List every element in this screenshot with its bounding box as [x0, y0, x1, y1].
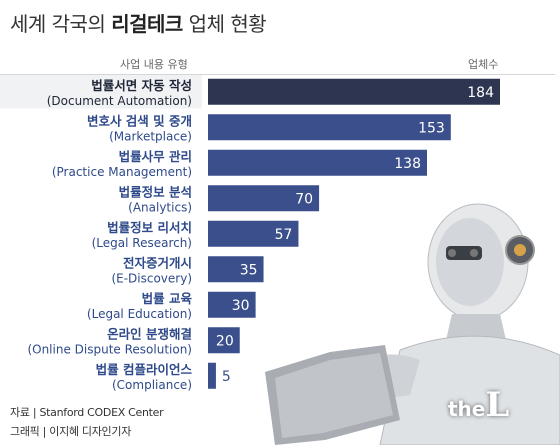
- category-column-header: 사업 내용 유형: [120, 58, 188, 71]
- category-label-ko: 법률 컴플라이언스: [96, 362, 193, 377]
- category-label-ko: 법률정보 분석: [119, 184, 192, 199]
- watermark-L: L: [485, 385, 510, 425]
- bar: [208, 256, 264, 283]
- category-label-en: (Marketplace): [109, 129, 192, 143]
- chart-title-bold: 리걸테크: [111, 12, 183, 36]
- credit-note: 그래픽 | 이지혜 디자인기자: [10, 425, 132, 438]
- bar: [208, 327, 240, 354]
- category-label-en: (Document Automation): [47, 94, 192, 108]
- watermark-the: the: [448, 397, 486, 421]
- category-label-en: (Analytics): [128, 200, 192, 214]
- bar: [208, 362, 216, 389]
- category-label-ko: 법률정보 리서치: [107, 220, 192, 235]
- category-label-ko: 법률서면 자동 작성: [91, 78, 192, 93]
- bar: [208, 78, 500, 105]
- bar-value-label: 138: [394, 156, 421, 172]
- category-label-en: (Legal Research): [92, 236, 192, 250]
- category-label-en: (Practice Management): [52, 165, 192, 179]
- bar-value-label: 153: [418, 120, 445, 136]
- category-label-ko: 변호사 검색 및 중개: [87, 113, 192, 128]
- category-label-en: (Legal Education): [87, 307, 192, 321]
- category-label-en: (Online Dispute Resolution): [27, 342, 192, 356]
- count-column-header: 업체수: [468, 58, 499, 71]
- brand-watermark: theL: [448, 385, 509, 425]
- chart-title-prefix: 세계 각국의: [10, 12, 112, 36]
- bar-value-label: 184: [467, 85, 494, 101]
- bar: [208, 185, 320, 212]
- top-row-highlight: [0, 75, 202, 109]
- category-label-en: (E-Discovery): [111, 271, 192, 285]
- bar-value-label: 35: [240, 262, 258, 278]
- bars-layer: 184 법률서면 자동 작성(Document Automation) 153 변호사…: [0, 75, 500, 392]
- bar-value-label: 70: [295, 191, 313, 207]
- category-label-ko: 법률 교육: [142, 291, 193, 306]
- category-label-ko: 온라인 분쟁해결: [107, 326, 192, 341]
- source-note: 자료 | Stanford CODEX Center: [10, 406, 164, 419]
- bar: [208, 291, 256, 318]
- bar-value-label: 5: [222, 369, 231, 385]
- chart-title: 세계 각국의 리걸테크 업체 현황: [10, 8, 267, 37]
- category-label-en: (Compliance): [112, 378, 192, 392]
- header-divider: [0, 74, 555, 75]
- bar: [208, 220, 299, 247]
- category-label-ko: 전자증거개시: [123, 255, 192, 270]
- laptop-illustration: [265, 345, 400, 445]
- bar: [208, 114, 451, 141]
- bar-value-label: 30: [232, 298, 250, 314]
- chart-title-suffix: 업체 현황: [182, 12, 267, 36]
- bar: [208, 149, 427, 176]
- bar-value-label: 57: [275, 227, 293, 243]
- bar-value-label: 20: [216, 333, 234, 349]
- robot-illustration: [350, 203, 560, 445]
- category-label-ko: 법률사무 관리: [119, 149, 192, 164]
